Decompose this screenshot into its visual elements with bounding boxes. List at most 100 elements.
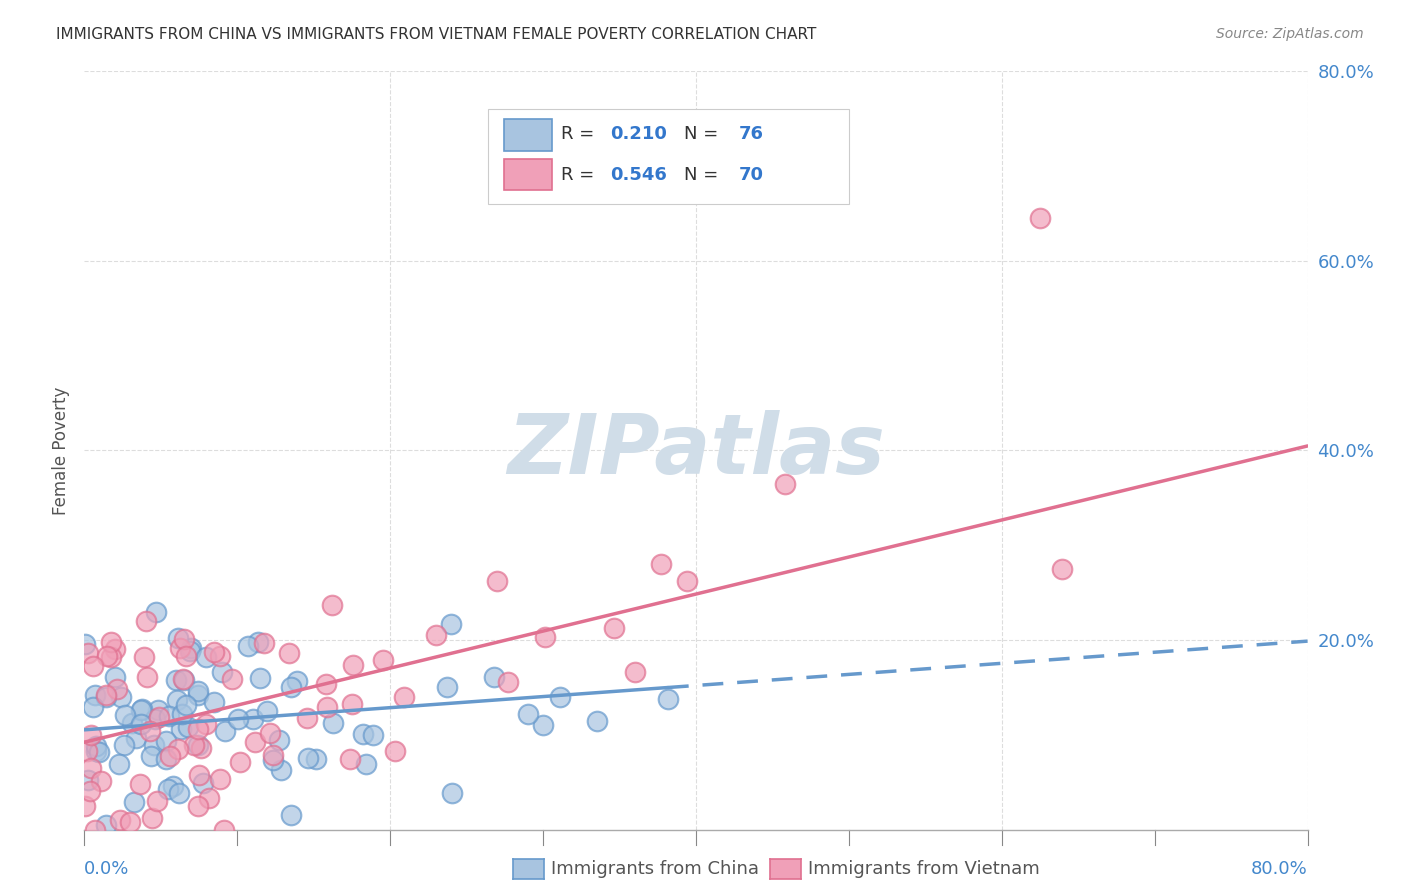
Text: Immigrants from Vietnam: Immigrants from Vietnam	[808, 860, 1040, 878]
Point	[603, 621, 626, 635]
Y-axis label: Female Poverty: Female Poverty	[52, 386, 70, 515]
Point	[172, 672, 194, 686]
Point	[202, 695, 225, 709]
Point	[132, 649, 155, 664]
Point	[73, 637, 96, 651]
Point	[262, 753, 284, 767]
Point	[236, 640, 259, 654]
Point	[280, 680, 302, 694]
Point	[191, 776, 214, 790]
Text: 76: 76	[738, 125, 763, 144]
Point	[392, 690, 415, 705]
Point	[84, 739, 107, 754]
Point	[89, 773, 111, 788]
Point	[83, 688, 105, 702]
Point	[198, 791, 221, 805]
Point	[187, 689, 209, 703]
Text: ZIPatlas: ZIPatlas	[508, 410, 884, 491]
Point	[267, 733, 290, 747]
Point	[295, 711, 318, 725]
Point	[136, 670, 159, 684]
Point	[114, 708, 136, 723]
Point	[77, 646, 100, 660]
Point	[354, 757, 377, 772]
Point	[94, 817, 117, 831]
Point	[96, 688, 118, 702]
Point	[146, 703, 169, 717]
Point	[773, 476, 796, 491]
Point	[167, 631, 190, 645]
Point	[496, 674, 519, 689]
Point	[167, 742, 190, 756]
Point	[79, 728, 101, 742]
Point	[194, 649, 217, 664]
Text: Source: ZipAtlas.com: Source: ZipAtlas.com	[1216, 27, 1364, 41]
Point	[139, 749, 162, 764]
Point	[179, 644, 201, 658]
Text: 0.546: 0.546	[610, 166, 668, 185]
FancyBboxPatch shape	[503, 120, 551, 151]
Point	[1050, 562, 1073, 576]
Point	[155, 733, 177, 747]
Point	[83, 822, 105, 837]
Point	[186, 739, 208, 753]
Point	[486, 574, 509, 589]
Text: 80.0%: 80.0%	[1251, 860, 1308, 878]
Point	[211, 665, 233, 680]
Point	[80, 761, 103, 775]
Point	[305, 752, 328, 766]
Point	[146, 794, 169, 808]
Point	[180, 640, 202, 655]
Point	[187, 723, 209, 737]
Point	[352, 726, 374, 740]
Point	[129, 703, 152, 717]
Point	[208, 772, 231, 786]
Point	[131, 702, 153, 716]
Point	[183, 738, 205, 752]
Point	[170, 722, 193, 736]
Point	[141, 811, 163, 825]
Point	[214, 724, 236, 739]
Point	[256, 704, 278, 718]
Point	[188, 767, 211, 781]
Point	[245, 735, 267, 749]
Text: N =: N =	[683, 125, 724, 144]
Point	[82, 659, 104, 673]
Point	[384, 743, 406, 757]
Point	[110, 690, 132, 704]
Point	[202, 645, 225, 659]
Point	[315, 677, 337, 691]
Point	[259, 726, 281, 740]
Point	[159, 749, 181, 764]
Point	[517, 707, 540, 722]
Point	[322, 715, 344, 730]
Point	[139, 724, 162, 739]
Point	[143, 712, 166, 726]
Point	[262, 747, 284, 762]
Point	[315, 700, 337, 714]
Text: 0.210: 0.210	[610, 125, 668, 144]
Point	[173, 632, 195, 646]
Point	[148, 709, 170, 723]
Point	[108, 757, 131, 772]
Point	[172, 707, 194, 722]
Point	[157, 709, 180, 723]
Point	[226, 712, 249, 726]
FancyBboxPatch shape	[503, 159, 551, 190]
Point	[82, 700, 104, 714]
Point	[187, 684, 209, 698]
Point	[121, 716, 143, 731]
Point	[531, 717, 554, 731]
Point	[242, 712, 264, 726]
Point	[534, 630, 557, 644]
Point	[425, 628, 447, 642]
Point	[100, 649, 122, 664]
Text: R =: R =	[561, 166, 600, 185]
Text: R =: R =	[561, 125, 600, 144]
Point	[548, 690, 571, 704]
Point	[169, 640, 191, 655]
Point	[253, 636, 276, 650]
Point	[77, 772, 100, 787]
Text: 0.0%: 0.0%	[84, 860, 129, 878]
Point	[270, 763, 292, 777]
